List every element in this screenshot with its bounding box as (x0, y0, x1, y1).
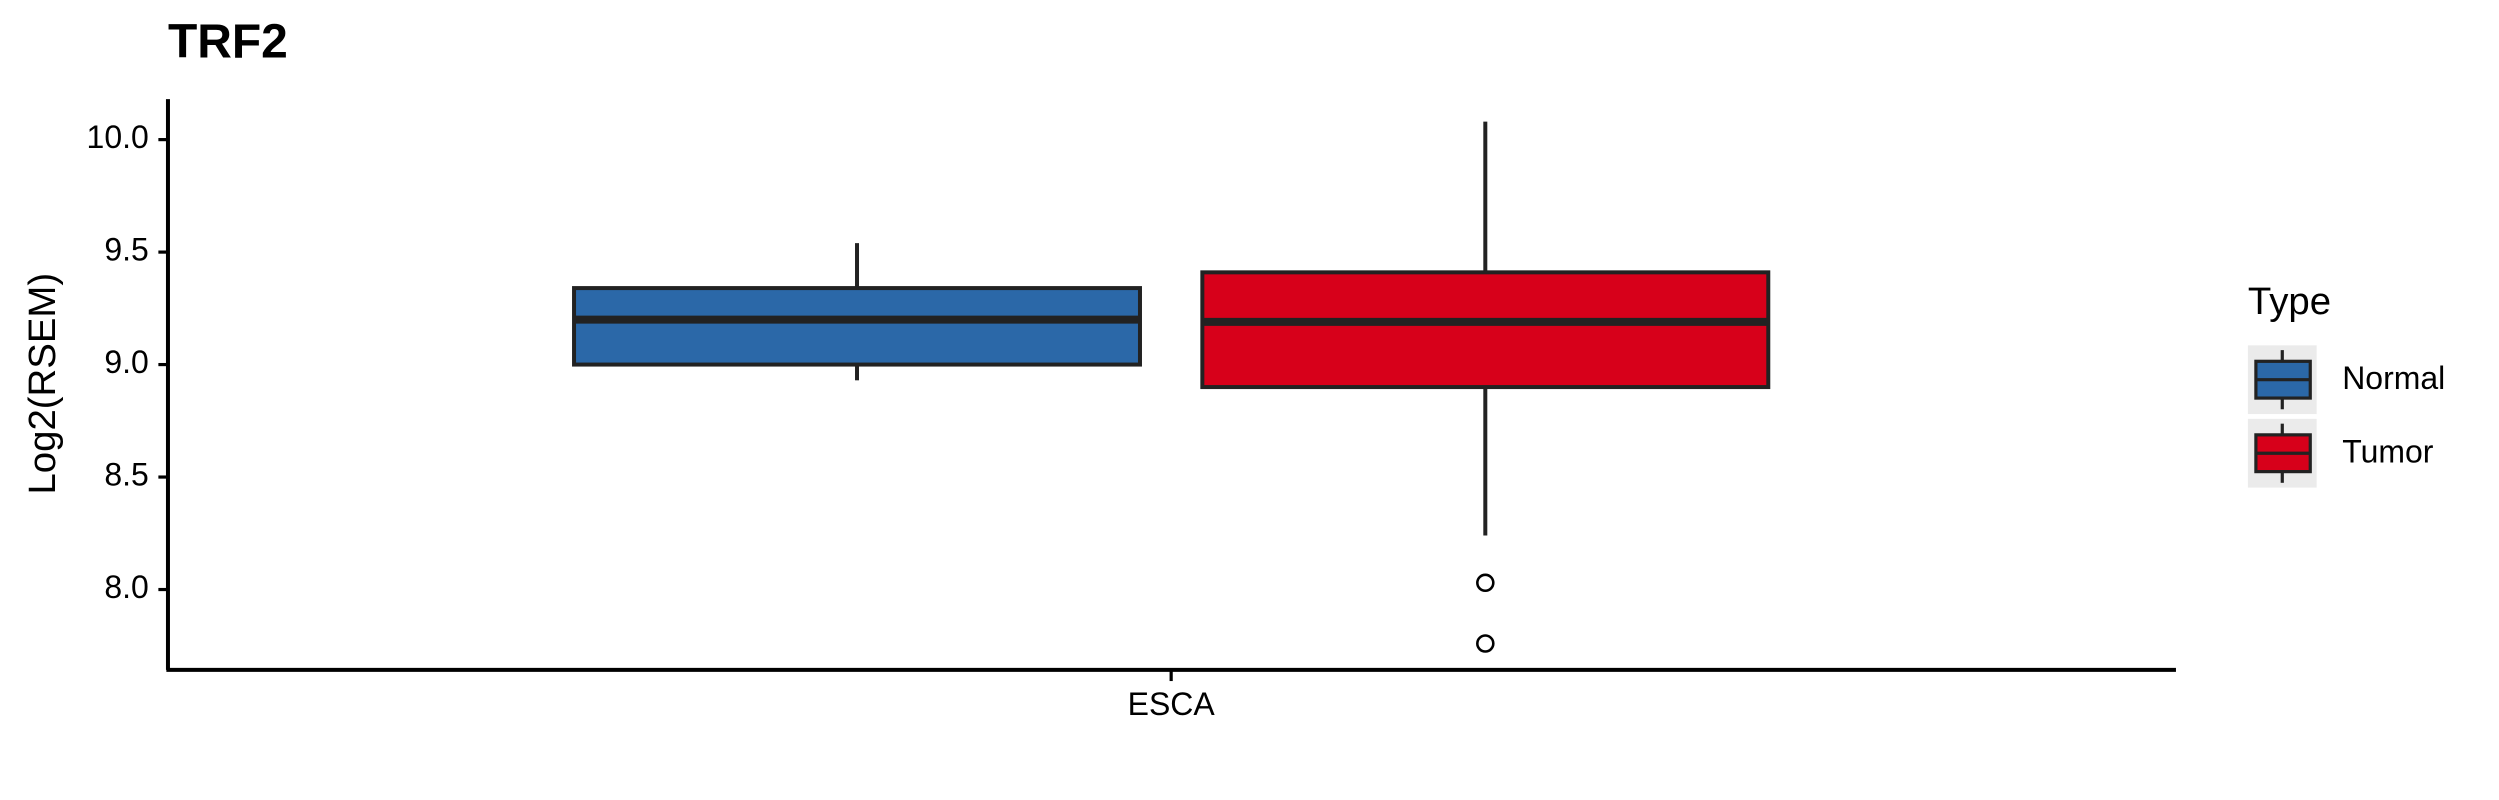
outlier (1476, 573, 1495, 593)
y-tick-label: 9.5 (104, 232, 148, 268)
box (572, 286, 1142, 367)
y-tick-label: 10.0 (87, 119, 149, 155)
legend-title: Type (2248, 280, 2331, 323)
y-tick-label: 9.0 (104, 344, 148, 380)
y-tick-label: 8.0 (104, 569, 148, 605)
y-tick-label: 8.5 (104, 456, 148, 492)
outlier (1476, 634, 1495, 653)
box (1200, 270, 1771, 390)
x-tick-label: ESCA (1128, 686, 1216, 722)
chart-title: TRF2 (168, 15, 288, 68)
legend-label: Tumor (2342, 433, 2434, 469)
legend-label: Normal (2342, 360, 2445, 396)
y-axis-label: Log2(RSEM) (21, 273, 64, 495)
